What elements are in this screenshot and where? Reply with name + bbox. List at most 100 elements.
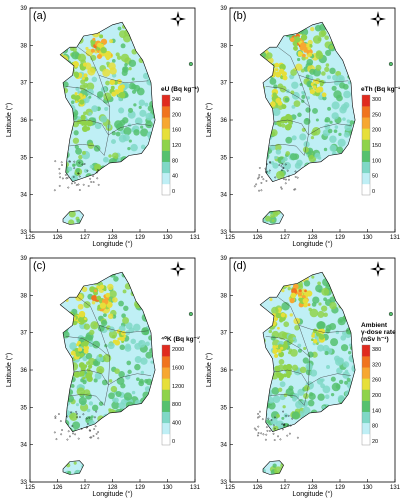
island: [77, 172, 80, 175]
island: [280, 186, 283, 189]
island: [74, 433, 76, 436]
x-tick-label: 128: [107, 235, 118, 241]
island: [258, 174, 261, 176]
colorbar-segment: [362, 128, 370, 140]
y-tick-label: 36: [220, 368, 227, 374]
colorbar-tick-label: 160: [172, 128, 181, 134]
island: [97, 431, 99, 433]
x-tick-label: 128: [307, 235, 318, 241]
colorbar-segment: [162, 400, 170, 412]
colorbar-segment: [362, 367, 370, 379]
island: [262, 433, 265, 436]
island: [256, 177, 259, 180]
x-tick-label: 126: [52, 485, 63, 491]
island: [60, 161, 63, 164]
island: [281, 163, 284, 165]
colorbar-title: ⁴⁰K (Bq kg⁻¹): [161, 335, 200, 343]
province-boundary: [277, 297, 310, 330]
island: [87, 185, 90, 187]
x-tick-label: 127: [80, 235, 91, 241]
colorbar-tick-label: 200: [372, 393, 381, 399]
island: [274, 176, 277, 179]
compass-rose-icon: [170, 11, 186, 27]
map-panel-a: 125 126 127 128 129 130 131 33 34 35 36 37 38 39 Longi…: [0, 0, 200, 250]
y-tick-label: 34: [20, 193, 27, 199]
island: [268, 169, 271, 172]
colorbar-tick-label: 140: [372, 408, 381, 414]
island: [59, 420, 62, 422]
island: [71, 182, 73, 185]
colorbar-segment: [362, 139, 370, 151]
island: [95, 432, 98, 435]
colorbar-title: (nSv h⁻¹): [361, 336, 389, 343]
island: [270, 419, 273, 421]
ulleung-island: [188, 312, 193, 317]
island: [77, 437, 80, 440]
island: [260, 432, 263, 435]
colorbar-segment: [362, 433, 370, 446]
y-tick-label: 33: [20, 230, 27, 236]
colorbar-segment: [162, 422, 170, 435]
island: [293, 188, 296, 191]
province-boundary: [268, 144, 305, 156]
island: [73, 181, 76, 184]
x-tick-label: 131: [390, 485, 400, 491]
y-tick-label: 35: [20, 155, 27, 161]
island: [253, 427, 256, 430]
map-svg-d: 125 126 127 128 129 130 131 33 34 35 36 37 38 39 Longi…: [205, 256, 400, 498]
island: [58, 413, 60, 415]
y-axis-title: Latitude (°): [205, 103, 213, 137]
island: [76, 416, 78, 419]
island: [78, 175, 81, 178]
colorbar-segment: [362, 172, 370, 185]
colorbar-tick-label: 20: [372, 439, 378, 445]
coastline: [59, 21, 156, 182]
y-tick-label: 35: [20, 405, 27, 411]
province-boundary: [73, 369, 109, 386]
colorbar-tick-label: 80: [172, 158, 178, 164]
island: [66, 438, 69, 441]
island: [264, 167, 267, 170]
island: [269, 161, 272, 164]
colorbar-segment: [362, 150, 370, 162]
x-tick-label: 127: [280, 235, 291, 241]
colorbar-tick-label: 200: [372, 128, 381, 134]
island: [255, 428, 258, 431]
province-boundary: [65, 86, 110, 108]
province-boundary: [73, 119, 109, 136]
province-boundary: [98, 75, 111, 156]
colorbar-segment: [362, 411, 370, 424]
x-axis-title: Longitude (°): [292, 490, 332, 498]
map-svg-a: 125 126 127 128 129 130 131 33 34 35 36 37 38 39 Longi…: [5, 6, 200, 248]
island: [285, 414, 287, 417]
province-boundary: [108, 373, 152, 386]
y-tick-label: 36: [20, 118, 27, 124]
island: [257, 425, 260, 428]
province-boundary: [68, 394, 105, 406]
island: [257, 434, 259, 437]
x-tick-label: 129: [135, 485, 146, 491]
island: [285, 178, 287, 181]
province-boundary: [109, 328, 149, 333]
y-tick-label: 33: [220, 480, 227, 486]
island: [73, 167, 76, 170]
island: [265, 426, 268, 429]
island: [255, 183, 258, 186]
island: [79, 416, 81, 418]
island: [69, 435, 71, 438]
island: [67, 186, 70, 189]
island: [94, 416, 96, 419]
y-tick-label: 33: [20, 480, 27, 486]
island: [258, 167, 261, 169]
colorbar-segment: [162, 433, 170, 446]
island: [283, 423, 286, 426]
province-boundary: [268, 394, 305, 406]
province-boundary: [98, 325, 111, 406]
colorbar-segment: [362, 389, 370, 401]
y-tick-label: 38: [220, 293, 227, 299]
colorbar-tick-label: 800: [172, 402, 181, 408]
province-boundary: [65, 336, 110, 358]
province-boundary: [265, 86, 310, 108]
x-tick-label: 131: [190, 235, 200, 241]
island: [279, 438, 282, 441]
